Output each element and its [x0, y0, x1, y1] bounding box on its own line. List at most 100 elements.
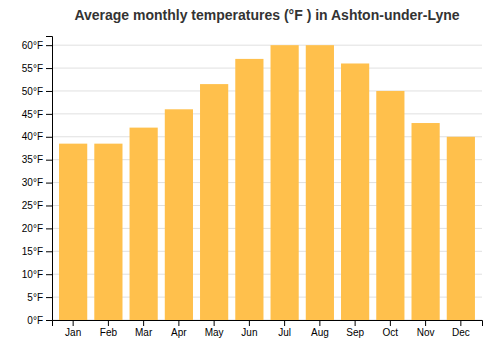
y-tick: 0°F — [27, 315, 52, 326]
x-tick-mark — [355, 320, 356, 326]
x-tick-label: Dec — [452, 327, 470, 338]
bar — [376, 91, 404, 320]
y-tick-mark — [46, 45, 52, 46]
plot: 0°F 5°F 10°F 15°F 20°F 25°F 30°F 35°F 40°F 45°F 50… — [22, 37, 483, 339]
x-tick-label: Oct — [383, 327, 399, 338]
y-tick-mark — [46, 205, 52, 206]
bar — [235, 59, 263, 320]
x-tick-mark — [143, 320, 144, 326]
x-axis: Jan Feb Mar Apr May Jun Jul Aug Sep Oct Nov Dec — [53, 320, 483, 338]
bars — [59, 45, 475, 320]
y-tick-label: 60°F — [22, 40, 43, 51]
x-tick-mark — [319, 320, 320, 326]
x-tick: Jul — [278, 320, 291, 338]
x-tick: Aug — [311, 320, 329, 338]
y-tick-label: 15°F — [22, 246, 43, 257]
bar — [165, 109, 193, 320]
y-tick-mark — [46, 183, 52, 184]
y-tick-label: 0°F — [27, 315, 43, 326]
title: Average monthly temperatures (°F ) in As… — [74, 7, 459, 23]
x-tick-label: Sep — [346, 327, 364, 338]
y-tick-label: 45°F — [22, 109, 43, 120]
y-tick-mark — [46, 160, 52, 161]
bar — [341, 63, 369, 320]
y-tick: 45°F — [22, 109, 52, 120]
y-tick: 30°F — [22, 177, 52, 188]
y-tick-label: 25°F — [22, 200, 43, 211]
y-tick-label: 55°F — [22, 63, 43, 74]
y-tick: 50°F — [22, 86, 52, 97]
bar — [306, 45, 334, 320]
x-axis-line — [53, 321, 483, 327]
grid-line — [52, 113, 482, 114]
y-tick: 35°F — [22, 154, 52, 165]
bar — [130, 128, 158, 320]
y-tick: 60°F — [22, 40, 52, 51]
grid-line — [52, 45, 482, 46]
x-tick: Jan — [65, 320, 81, 338]
y-tick-label: 50°F — [22, 86, 43, 97]
y-tick-mark — [46, 228, 52, 229]
y-tick-label: 30°F — [22, 177, 43, 188]
y-tick: 15°F — [22, 246, 52, 257]
x-tick: Dec — [452, 320, 470, 338]
x-tick-mark — [390, 320, 391, 326]
bar — [412, 123, 440, 320]
x-tick: Nov — [417, 320, 435, 338]
x-tick-mark — [214, 320, 215, 326]
x-tick-mark — [108, 320, 109, 326]
x-tick-label: Mar — [135, 327, 153, 338]
y-tick-label: 40°F — [22, 131, 43, 142]
x-tick-label: May — [205, 327, 224, 338]
y-tick: 20°F — [22, 223, 52, 234]
x-tick-mark — [178, 320, 179, 326]
y-tick-label: 35°F — [22, 154, 43, 165]
bar — [200, 84, 228, 320]
bar — [271, 45, 299, 320]
grid-line — [52, 90, 482, 91]
x-tick-mark — [284, 320, 285, 326]
x-tick-label: Jan — [65, 327, 81, 338]
x-tick-label: Aug — [311, 327, 329, 338]
x-tick-label: Jun — [241, 327, 257, 338]
x-tick-mark — [425, 320, 426, 326]
x-tick-label: Feb — [100, 327, 118, 338]
x-tick-label: Apr — [171, 327, 187, 338]
x-tick: Jun — [241, 320, 257, 338]
y-tick: 40°F — [22, 131, 52, 142]
y-tick: 55°F — [22, 63, 52, 74]
x-tick-mark — [73, 320, 74, 326]
x-tick: Apr — [171, 320, 187, 338]
x-tick: May — [205, 320, 224, 338]
y-tick-mark — [46, 68, 52, 69]
x-tick-label: Nov — [417, 327, 435, 338]
y-tick: 5°F — [27, 292, 52, 303]
y-tick: 10°F — [22, 269, 52, 280]
y-tick-mark — [46, 320, 52, 321]
bar — [94, 144, 122, 320]
chart: 0°F 5°F 10°F 15°F 20°F 25°F 30°F 35°F 40°F 45°F 50… — [0, 0, 500, 350]
x-tick-mark — [249, 320, 250, 326]
y-axis-line — [46, 37, 53, 321]
bar — [447, 137, 475, 320]
grid-line — [52, 68, 482, 69]
y-tick-mark — [46, 251, 52, 252]
y-tick-mark — [46, 274, 52, 275]
y-tick-label: 10°F — [22, 269, 43, 280]
bar — [59, 144, 87, 320]
x-tick: Oct — [383, 320, 399, 338]
y-tick-mark — [46, 114, 52, 115]
x-tick-label: Jul — [278, 327, 291, 338]
x-tick: Sep — [346, 320, 364, 338]
y-tick-mark — [46, 91, 52, 92]
grid — [52, 45, 482, 320]
y-tick-mark — [46, 297, 52, 298]
x-tick-mark — [460, 320, 461, 326]
y-tick-mark — [46, 137, 52, 138]
x-tick: Feb — [100, 320, 118, 338]
y-tick-label: 5°F — [27, 292, 43, 303]
y-tick-label: 20°F — [22, 223, 43, 234]
x-tick: Mar — [135, 320, 153, 338]
y-tick: 25°F — [22, 200, 52, 211]
y-axis: 0°F 5°F 10°F 15°F 20°F 25°F 30°F 35°F 40°F 45°F 50… — [22, 37, 53, 326]
